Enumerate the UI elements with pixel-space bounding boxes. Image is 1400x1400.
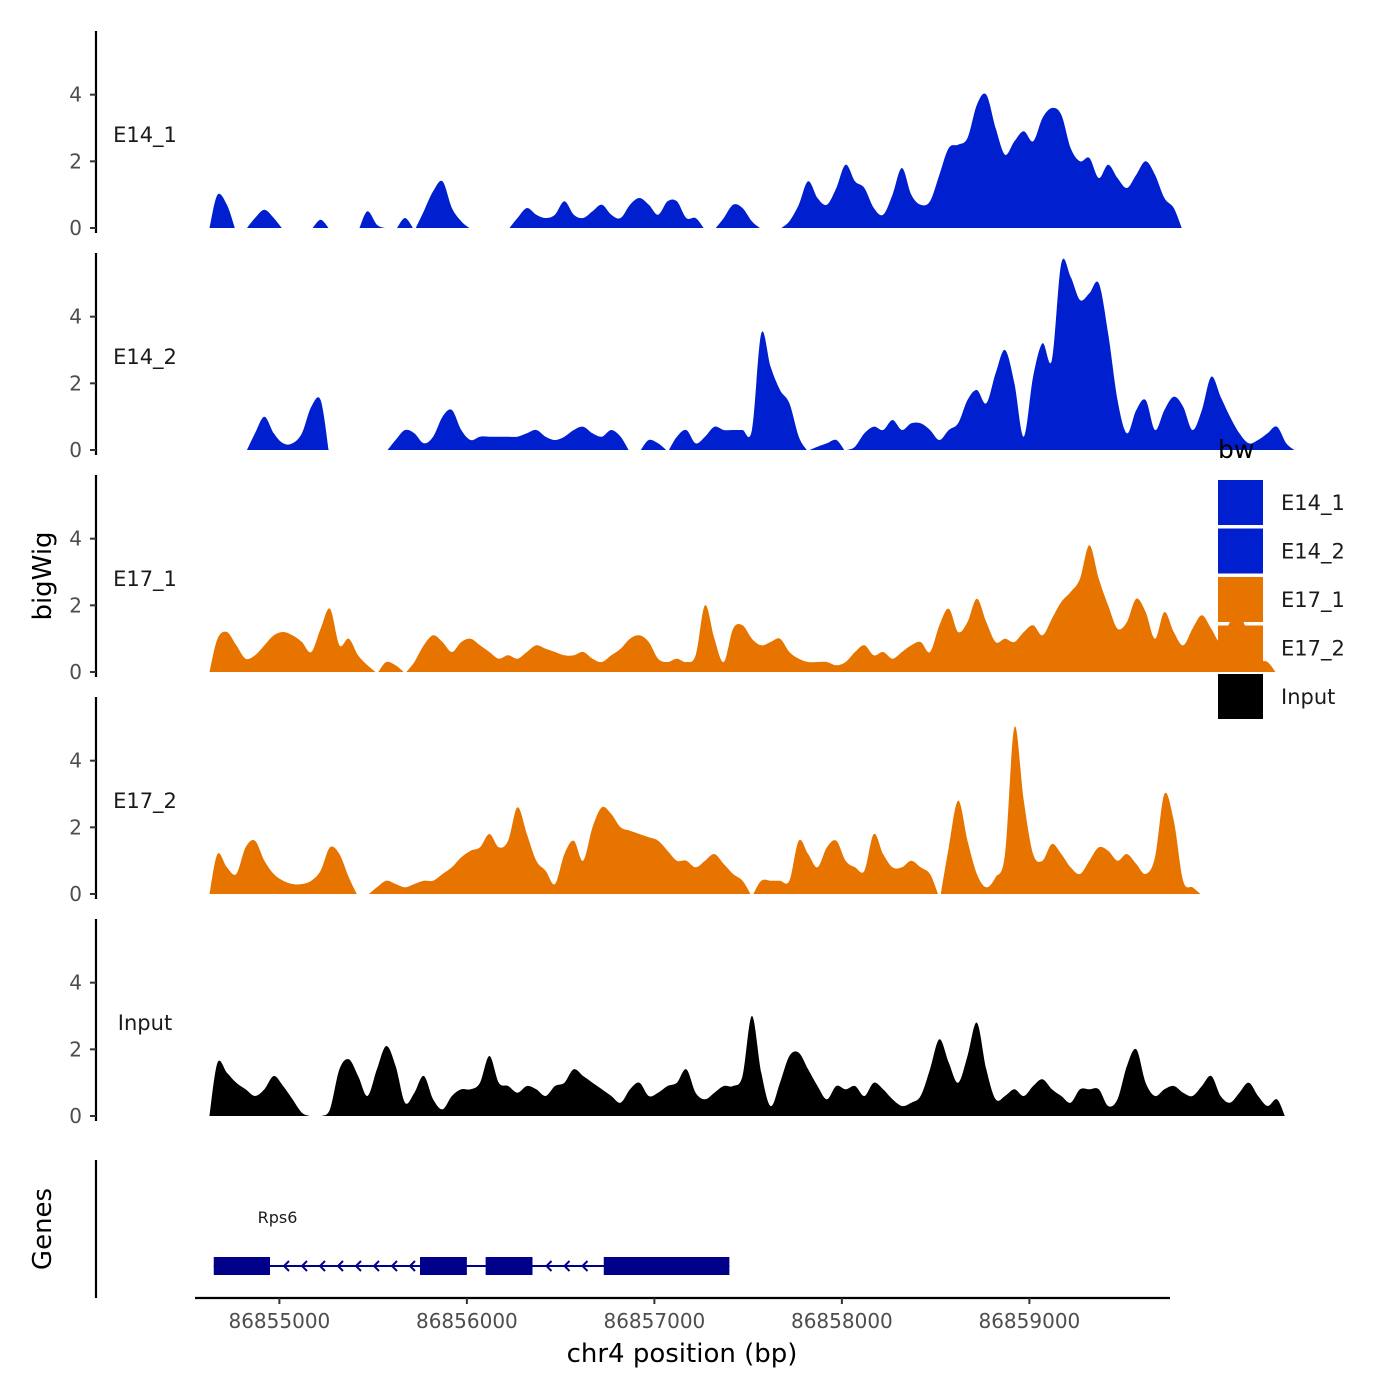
signal-area-Input (209, 1060, 310, 1116)
strand-arrow (336, 1260, 344, 1272)
y-tick-label: 0 (69, 660, 82, 684)
strand-arrow (282, 1260, 290, 1272)
signal-area-E14_1 (247, 209, 282, 228)
bigwig-tracks: 0 2 4 E14_1 0 2 4 E14_2 0 2 4 E17_1 0 2 4 E17_2 0 2 4 Input (69, 31, 1295, 1128)
x-tick-label: 86859000 (978, 1309, 1080, 1333)
legend-swatch-E17_1 (1218, 577, 1263, 622)
strand-arrow (354, 1260, 362, 1272)
y-tick-label: 0 (69, 882, 82, 906)
y-tick-label: 4 (69, 527, 82, 551)
signal-area-E17_1 (209, 608, 376, 672)
strand-arrow (545, 1260, 553, 1272)
x-axis-title: chr4 position (bp) (567, 1339, 798, 1369)
legend-entry-label: E14_1 (1281, 491, 1345, 516)
signal-area-E14_1 (715, 204, 760, 228)
x-tick-label: 86855000 (228, 1309, 330, 1333)
y-tick-label: 4 (69, 83, 82, 107)
strand-arrow (318, 1260, 326, 1272)
gene-track: Rps6 (94, 1160, 730, 1298)
y-tick-label: 4 (69, 749, 82, 773)
strand-arrow (563, 1260, 571, 1272)
track-label: E17_1 (113, 567, 177, 592)
signal-area-E14_2 (668, 331, 807, 450)
strand-arrow (300, 1260, 308, 1272)
signal-area-E14_1 (781, 93, 1182, 228)
signal-area-E14_2 (387, 409, 629, 450)
legend-swatch-E14_1 (1218, 480, 1263, 525)
signal-area-E17_2 (209, 839, 357, 894)
y-tick-label: 2 (69, 371, 82, 395)
strand-arrow (408, 1260, 416, 1272)
legend-entry-label: E17_2 (1281, 637, 1345, 662)
strand-arrow (372, 1260, 380, 1272)
y-tick-label: 0 (69, 438, 82, 462)
strand-arrow (390, 1260, 398, 1272)
signal-area-E17_1 (406, 545, 1276, 672)
x-tick-label: 86858000 (791, 1309, 893, 1333)
track-E14_1: 0 2 4 E14_1 (69, 31, 1182, 240)
y-tick-label: 4 (69, 971, 82, 995)
signal-area-E17_2 (940, 726, 1201, 894)
exon-block (420, 1257, 467, 1275)
y-tick-label: 2 (69, 593, 82, 617)
x-tick-label: 86856000 (416, 1309, 518, 1333)
gene-track-title: Genes (28, 1188, 58, 1270)
track-Input: 0 2 4 Input (69, 919, 1285, 1128)
legend-entry-label: E17_1 (1281, 588, 1345, 613)
track-label: E14_2 (113, 345, 177, 370)
signal-area-E14_1 (397, 218, 413, 228)
track-E14_2: 0 2 4 E14_2 (69, 253, 1295, 462)
y-tick-label: 0 (69, 216, 82, 240)
signal-area-E14_1 (312, 219, 329, 228)
legend-entry-label: Input (1281, 685, 1335, 709)
signal-area-E17_1 (378, 661, 404, 672)
x-axis: 86855000 86856000 86857000 86858000 86859000 (195, 1296, 1170, 1333)
signal-area-E14_1 (509, 198, 704, 228)
legend-swatch-E14_2 (1218, 528, 1263, 574)
track-label: E14_1 (113, 123, 177, 148)
legend-entry-label: E14_2 (1281, 540, 1345, 565)
gene-name-label: Rps6 (258, 1208, 298, 1227)
signal-area-E17_2 (368, 806, 751, 894)
track-E17_2: 0 2 4 E17_2 (69, 697, 1201, 906)
legend-swatch-E17_2 (1218, 625, 1263, 671)
signal-area-E14_2 (247, 397, 329, 450)
signal-area-E14_1 (415, 180, 470, 228)
signal-area-E14_2 (809, 439, 845, 450)
track-label: Input (118, 1011, 172, 1035)
signal-area-E14_1 (209, 193, 235, 228)
x-tick-label: 86857000 (603, 1309, 705, 1333)
y-tick-label: 2 (69, 149, 82, 173)
signal-area-Input (322, 1015, 1285, 1116)
signal-area-E17_2 (753, 833, 938, 894)
y-tick-label: 0 (69, 1104, 82, 1128)
signal-area-E14_2 (847, 258, 1295, 450)
y-tick-label: 2 (69, 815, 82, 839)
exon-block (603, 1257, 730, 1275)
legend: bw E14_1 E14_2 E17_1 E17_2 Input (1218, 435, 1345, 719)
exon-block (213, 1257, 270, 1275)
track-label: E17_2 (113, 789, 177, 814)
y-axis-title: bigWig (28, 531, 58, 620)
signal-area-E14_1 (359, 211, 385, 228)
y-tick-label: 2 (69, 1037, 82, 1061)
track-E17_1: 0 2 4 E17_1 (69, 475, 1276, 684)
y-tick-label: 4 (69, 305, 82, 329)
legend-swatch-Input (1218, 674, 1263, 719)
strand-arrow (581, 1260, 589, 1272)
exon-block (485, 1257, 533, 1275)
signal-area-E14_2 (640, 439, 667, 450)
legend-title: bw (1218, 435, 1254, 464)
